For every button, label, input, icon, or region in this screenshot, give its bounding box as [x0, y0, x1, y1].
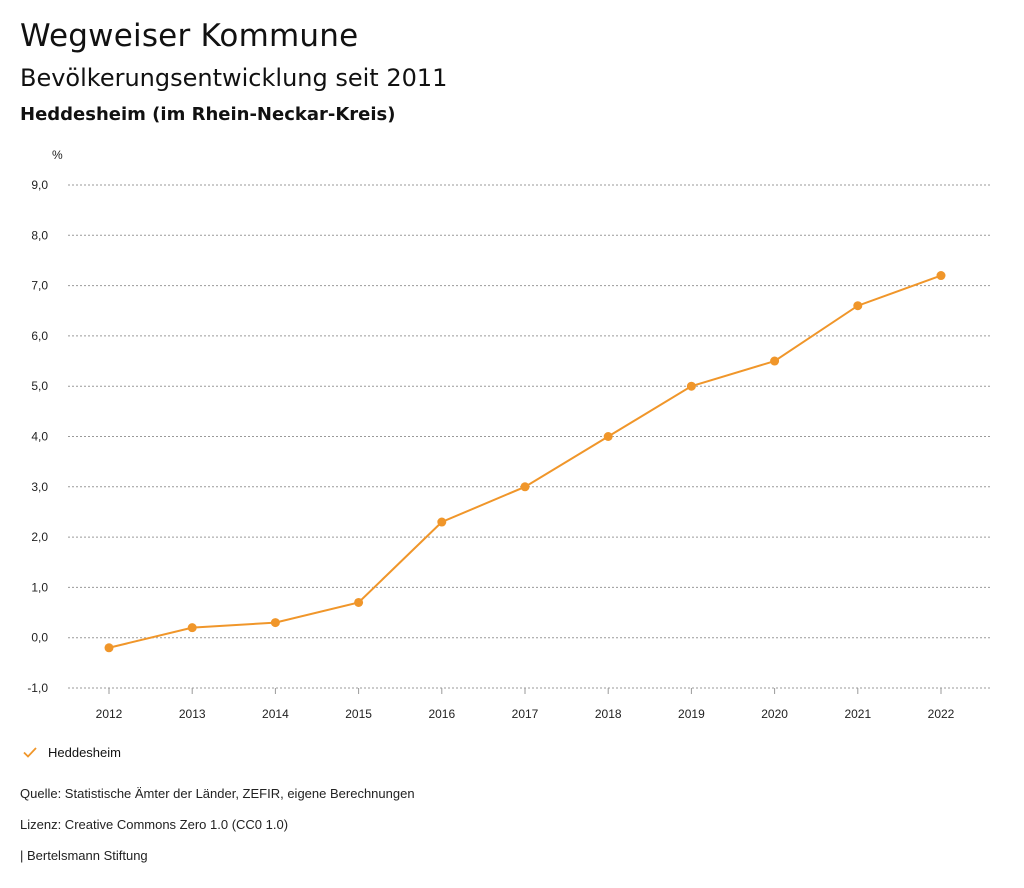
y-tick-label: 9,0 — [31, 178, 48, 192]
y-tick-label: 0,0 — [31, 631, 48, 645]
x-tick-label: 2017 — [512, 707, 539, 721]
publisher-note: | Bertelsmann Stiftung — [20, 848, 148, 863]
data-point-2019[interactable] — [686, 381, 696, 391]
data-point-2012[interactable] — [104, 643, 114, 653]
data-point-2020[interactable] — [770, 356, 780, 366]
checkmark-icon — [23, 747, 37, 758]
data-point-2014[interactable] — [270, 618, 280, 628]
region-label: Heddesheim (im Rhein-Neckar-Kreis) — [20, 104, 396, 125]
x-tick-label: 2019 — [678, 707, 705, 721]
chart-subtitle: Bevölkerungsentwicklung seit 2011 — [20, 64, 448, 92]
legend-label: Heddesheim — [48, 744, 121, 760]
y-tick-label: 3,0 — [31, 480, 48, 494]
y-tick-label: 8,0 — [31, 228, 48, 242]
x-tick-label: 2013 — [179, 707, 206, 721]
y-tick-label: 4,0 — [31, 430, 48, 444]
x-tick-label: 2015 — [345, 707, 372, 721]
data-point-2013[interactable] — [187, 623, 197, 633]
x-axis-ticks: 2012 2013 2014 2015 2016 2017 2018 2019 2020 2021… — [96, 688, 955, 721]
data-point-2021[interactable] — [853, 301, 863, 311]
data-point-2022[interactable] — [936, 271, 946, 281]
y-axis-label: % — [52, 148, 63, 162]
chart-title: Wegweiser Kommune — [20, 18, 359, 54]
data-point-2015[interactable] — [354, 597, 364, 607]
x-tick-label: 2020 — [761, 707, 788, 721]
y-tick-label: 1,0 — [31, 580, 48, 594]
x-tick-label: 2016 — [428, 707, 455, 721]
legend[interactable]: Heddesheim — [22, 744, 121, 760]
y-tick-label: 2,0 — [31, 530, 48, 544]
x-tick-label: 2018 — [595, 707, 622, 721]
data-point-2018[interactable] — [603, 432, 613, 441]
data-point-2016[interactable] — [437, 517, 447, 527]
y-tick-label: 5,0 — [31, 379, 48, 393]
license-note: Lizenz: Creative Commons Zero 1.0 (CC0 1… — [20, 817, 289, 832]
y-tick-label: 7,0 — [31, 279, 48, 293]
y-tick-label: -1,0 — [27, 681, 48, 695]
series-layer — [104, 271, 946, 653]
x-tick-label: 2021 — [844, 707, 871, 721]
x-tick-label: 2012 — [96, 707, 123, 721]
series-line-heddesheim — [108, 274, 942, 649]
gridlines — [68, 184, 990, 689]
source-note: Quelle: Statistische Ämter der Länder, Z… — [20, 786, 415, 801]
y-tick-label: 6,0 — [31, 329, 48, 343]
x-tick-label: 2022 — [928, 707, 955, 721]
data-point-2017[interactable] — [520, 482, 530, 492]
line-chart: -1,00,01,02,03,04,05,06,07,08,09,0 2012 2… — [27, 148, 990, 721]
x-tick-label: 2014 — [262, 707, 289, 721]
y-axis-ticks: -1,0 0,0 1,0 2,0 3,0 4,0 5,0 6,0 7,0 8,0 9,0 — [27, 178, 48, 695]
